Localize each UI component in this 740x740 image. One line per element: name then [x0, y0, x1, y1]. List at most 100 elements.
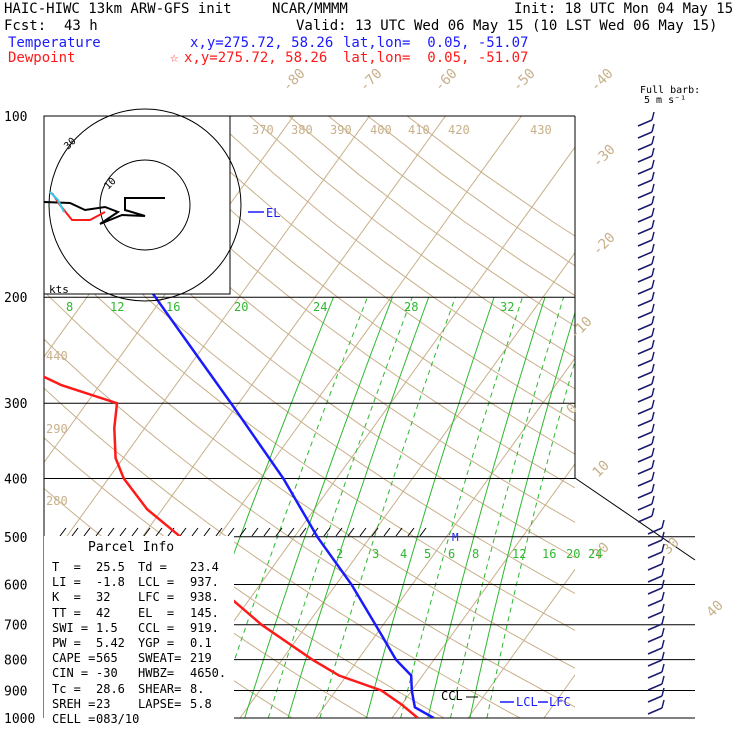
- wind-barb: [647, 623, 663, 631]
- hatch-mark: [347, 527, 355, 537]
- hodograph-trace-lower: [43, 197, 165, 225]
- isotherm-line: [391, 462, 575, 718]
- wind-barb-flag: [651, 435, 655, 445]
- mixing-ratio-label: 8: [66, 300, 73, 314]
- wind-barb-flag: [661, 639, 665, 649]
- mixing-ratio-line: [400, 297, 523, 718]
- hatch-mark: [239, 527, 247, 537]
- parcel-row-cell: 938.: [190, 590, 219, 605]
- wind-barb: [637, 239, 653, 247]
- organization: NCAR/MMMM: [272, 1, 348, 17]
- barb-key-line1: Full barb:: [640, 85, 701, 96]
- hodograph: kts 10 30: [43, 108, 242, 302]
- wind-barb-flag: [651, 411, 655, 421]
- wind-barb-flag: [661, 603, 665, 613]
- wind-barb: [637, 311, 653, 319]
- dry-adiabat-line: [328, 116, 575, 297]
- parcel-info-title: Parcel Info: [88, 540, 175, 555]
- wind-barb: [637, 419, 653, 427]
- wind-barb: [647, 587, 663, 595]
- m-label: M: [452, 531, 459, 544]
- hatch-mark: [155, 527, 163, 537]
- plot-right-diagonal: [574, 477, 696, 561]
- wind-barb: [637, 359, 653, 367]
- wind-barb-flag: [651, 171, 655, 181]
- wind-barb-flag: [661, 567, 665, 577]
- pressure-label: 500: [4, 531, 27, 546]
- isotherm-label: 40: [704, 598, 727, 621]
- mixing-ratio-line: [366, 297, 495, 718]
- parcel-row-cell: -30: [96, 666, 118, 681]
- wind-barb-flag: [651, 207, 655, 217]
- wind-barb: [637, 383, 653, 391]
- wind-barb: [637, 443, 653, 451]
- hatch-mark: [263, 527, 271, 537]
- hatch-mark: [359, 527, 367, 537]
- mixing-ratio-label: 20: [234, 300, 248, 314]
- wind-barb-flag: [651, 147, 655, 157]
- pressure-label: 100: [4, 110, 27, 125]
- wind-barb: [647, 599, 663, 607]
- hatch-mark: [407, 527, 415, 537]
- hatch-mark: [119, 527, 127, 537]
- dewpoint-marker-icon: ☆: [170, 50, 179, 66]
- wind-barb: [637, 407, 653, 415]
- isotherm-line: [239, 251, 575, 718]
- dry-adiabat-line: [44, 290, 575, 669]
- pressure-label: 900: [4, 684, 27, 699]
- temperature-legend: Temperature: [8, 35, 101, 51]
- parcel-row-cell: Tc =: [52, 681, 81, 696]
- mixing-ratio-label: 12: [512, 547, 526, 561]
- wind-barb-flag: [651, 243, 655, 253]
- mixing-ratio-label: 20: [566, 547, 580, 561]
- pressure-label: 1000: [4, 712, 35, 727]
- dry-adiabat-line: [170, 116, 575, 422]
- hodograph-ring-outer: [48, 108, 242, 302]
- wind-barb-flag: [661, 531, 665, 541]
- wind-barb: [637, 155, 653, 163]
- parcel-row-cell: 1.5: [96, 620, 118, 635]
- dry-adiabat-line: [44, 387, 521, 718]
- mixing-ratio-label: 12: [110, 300, 124, 314]
- wind-barb: [637, 491, 653, 499]
- hatch-mark: [143, 527, 151, 537]
- model-name: HAIC-HIWC 13km ARW-GFS init: [4, 1, 232, 17]
- parcel-row-cell: 919.: [190, 620, 219, 635]
- mixing-ratio-label: 28: [404, 300, 418, 314]
- wind-barb: [637, 119, 653, 127]
- wind-barb-flag: [651, 291, 655, 301]
- wind-barb: [637, 467, 653, 475]
- wind-barb: [647, 635, 663, 643]
- wind-barb: [637, 143, 653, 151]
- parcel-row-cell: Td =: [138, 560, 167, 574]
- mixing-ratio-label: 16: [166, 300, 180, 314]
- theta-label: 290: [46, 422, 68, 436]
- hatch-mark: [191, 527, 199, 537]
- wind-barb-flag: [651, 327, 655, 337]
- hatch-mark: [371, 527, 379, 537]
- wind-barb-flag: [651, 471, 655, 481]
- wind-barb-flag: [651, 303, 655, 313]
- parcel-row-cell: CCL =: [138, 620, 175, 635]
- wind-barb-flag: [651, 159, 655, 169]
- wind-barb: [637, 131, 653, 139]
- parcel-row-cell: 28.6: [96, 681, 125, 696]
- parcel-row-cell: 4650.: [190, 666, 227, 681]
- wind-barb-flag: [661, 651, 665, 661]
- wind-barb: [647, 683, 663, 691]
- mixing-ratio-label: 4: [400, 547, 407, 561]
- parcel-row-cell: SHEAR=: [138, 681, 182, 696]
- mixing-ratio-label: 6: [448, 547, 455, 561]
- wind-barb: [647, 539, 663, 547]
- hatch-mark: [275, 527, 283, 537]
- parcel-row-cell: 42: [96, 605, 111, 620]
- parcel-row-cell: 145.: [190, 605, 219, 620]
- isotherm-line: [163, 146, 575, 718]
- wind-barb: [647, 695, 663, 703]
- theta-label: 400: [370, 123, 392, 137]
- wind-barb-flag: [651, 387, 655, 397]
- wind-barb-flag: [651, 507, 655, 517]
- wind-barb: [637, 263, 653, 271]
- wind-barb-flag: [661, 615, 665, 625]
- pressure-label: 700: [4, 619, 27, 634]
